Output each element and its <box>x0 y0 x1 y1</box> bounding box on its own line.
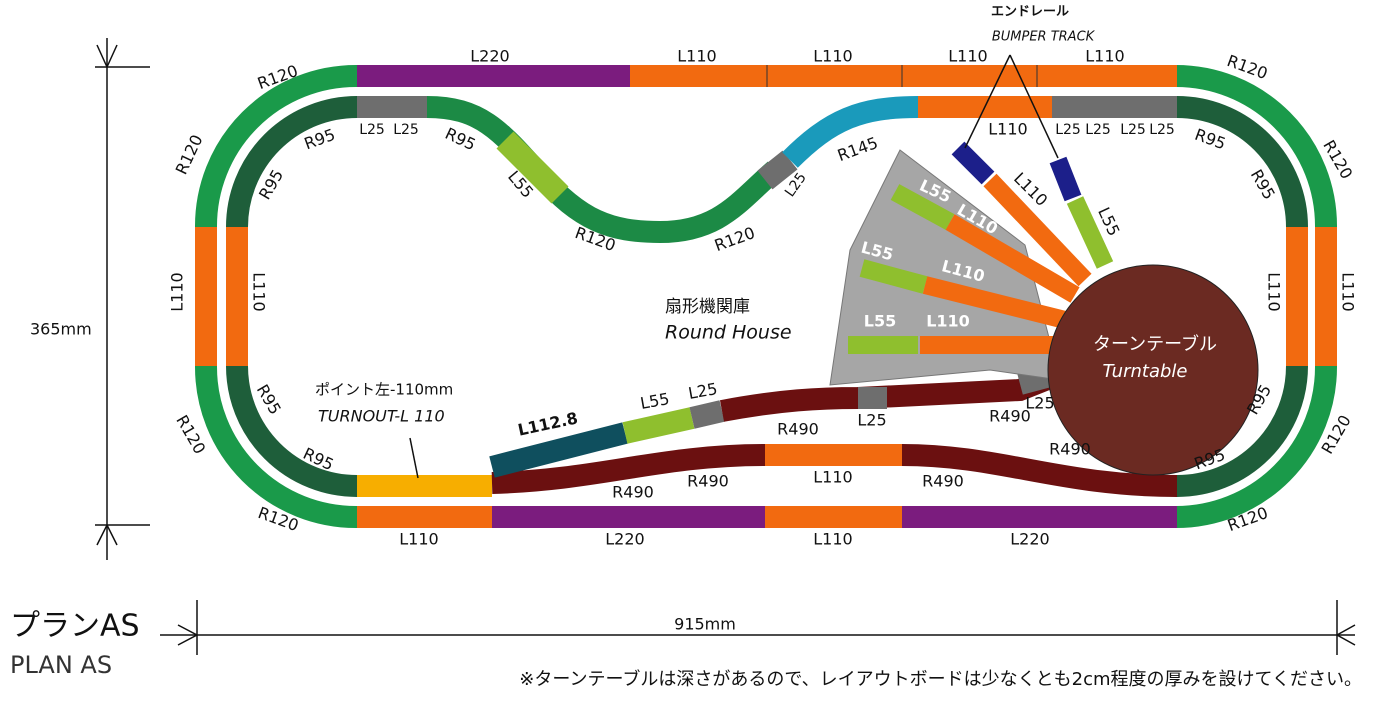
turntable-label: ターンテーブル <box>1093 333 1217 355</box>
track-label: L110 <box>988 120 1027 139</box>
turnout-label: ポイント左-110mm <box>315 381 453 399</box>
track-label: R490 <box>922 472 964 491</box>
track-label: L220 <box>1010 530 1049 549</box>
track-label: R95 <box>442 124 479 155</box>
track-label: L25 <box>359 122 385 138</box>
turntable-label: Turntable <box>1103 361 1188 382</box>
track-label: R145 <box>835 133 881 165</box>
track-label: L25 <box>1025 394 1054 413</box>
track-label: L55 <box>864 312 896 331</box>
track-label: L110 <box>1085 47 1124 66</box>
roundhouse <box>409 54 1259 479</box>
track-label: R490 <box>777 420 819 439</box>
track-label: L110 <box>399 530 438 549</box>
width-dimension: 915mm <box>674 615 736 634</box>
track-label: L110 <box>250 272 269 311</box>
bumper-label: エンドレール <box>991 5 1069 20</box>
track-label: L25 <box>1055 122 1081 138</box>
track-label: L25 <box>1120 122 1146 138</box>
roundhouse-label: 扇形機関庫 <box>665 297 750 317</box>
track-label: R490 <box>1049 440 1091 459</box>
track-label: L110 <box>1339 272 1358 311</box>
track-label: L25 <box>1149 122 1175 138</box>
track-label: L25 <box>687 379 719 403</box>
track-label: L112.8 <box>516 408 579 439</box>
inner-loop <box>226 96 1308 497</box>
track-label: L110 <box>926 312 970 331</box>
roundhouse-label: Round House <box>665 322 792 344</box>
track-label: L220 <box>470 47 509 66</box>
track-label: R490 <box>989 407 1031 426</box>
track-label: L110 <box>813 468 852 487</box>
track-label: L220 <box>605 530 644 549</box>
track-label: L110 <box>1265 272 1284 311</box>
title: プランAS <box>10 609 140 644</box>
bumper-label: BUMPER TRACK <box>992 30 1096 45</box>
track-label: R490 <box>612 483 654 502</box>
track-label: L55 <box>639 389 671 413</box>
outer-loop <box>195 65 1337 528</box>
track-label: L110 <box>813 47 852 66</box>
track-label: L25 <box>1085 122 1111 138</box>
turnout-label: TURNOUT-L 110 <box>318 407 445 426</box>
track-label: R120 <box>172 132 207 178</box>
track-label: L110 <box>948 47 987 66</box>
track-label: L110 <box>813 530 852 549</box>
height-dimension: 365mm <box>30 320 92 339</box>
track-label: R490 <box>687 472 729 491</box>
track-label: L110 <box>677 47 716 66</box>
dimension-lines <box>95 38 1356 655</box>
track-label: L25 <box>857 411 886 430</box>
turntable <box>1047 264 1259 476</box>
note: ※ターンテーブルは深さがあるので、レイアウトボードは少なくとも2cm程度の厚みを… <box>519 668 1362 690</box>
subtitle: PLAN AS <box>10 651 112 679</box>
track-label: L110 <box>168 272 187 311</box>
track-label: R95 <box>1192 125 1228 154</box>
track-label: L25 <box>393 122 419 138</box>
